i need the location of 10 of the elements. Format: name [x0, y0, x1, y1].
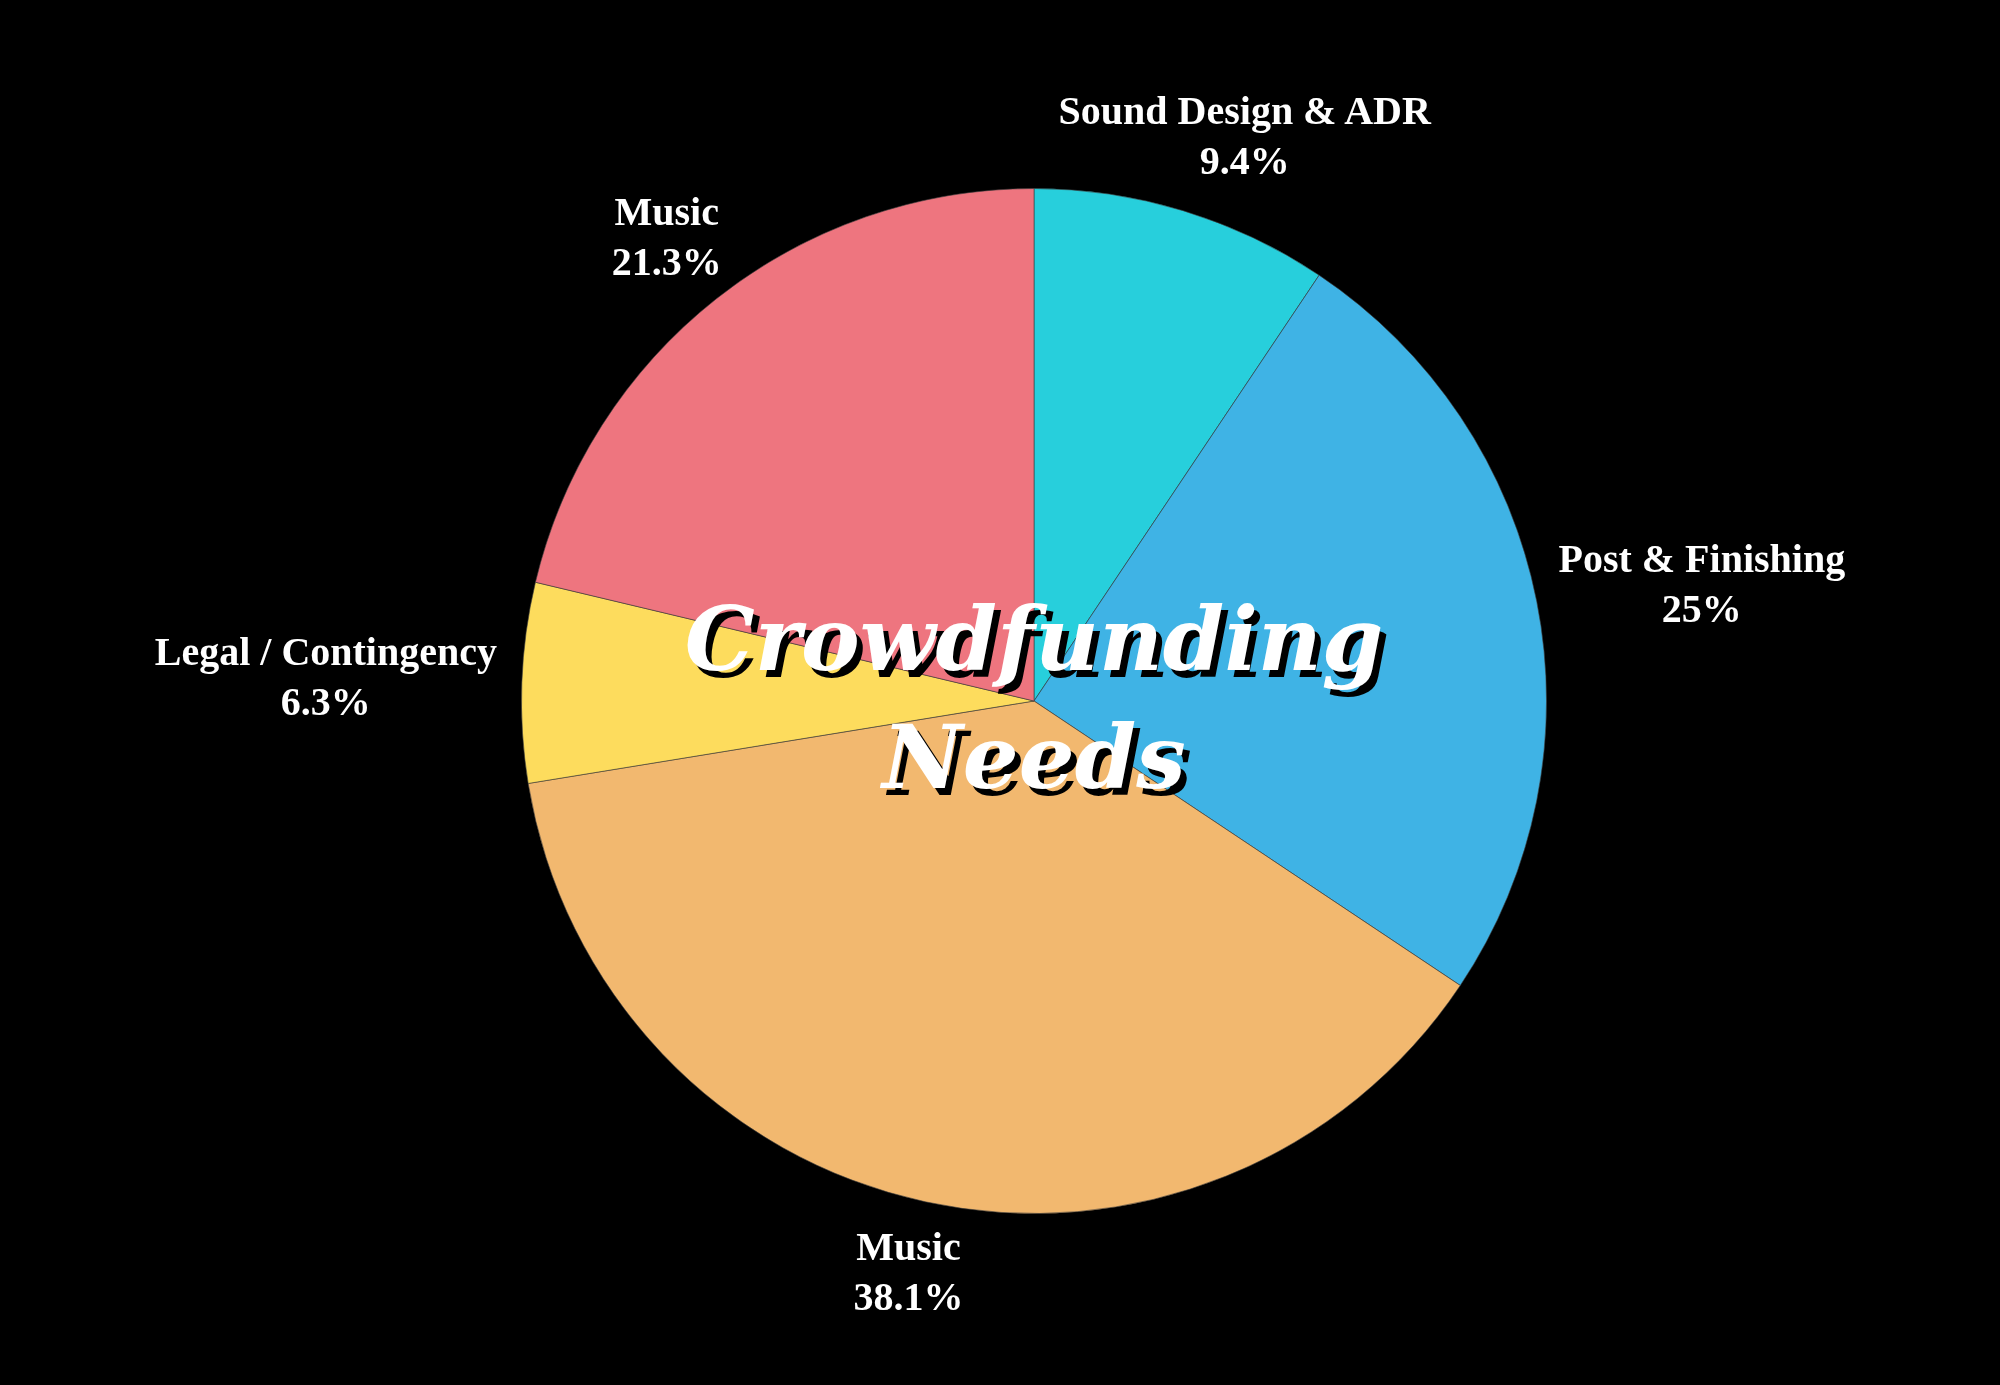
- data-label: 9.4%: [1199, 138, 1290, 184]
- slice-label: Sound Design & ADR: [1058, 88, 1432, 134]
- data-label: 38.1%: [853, 1274, 964, 1320]
- slice-label: Music: [614, 189, 719, 235]
- data-label: 6.3%: [280, 679, 371, 725]
- data-label: 21.3%: [611, 239, 722, 285]
- slice-label: Music: [856, 1224, 961, 1270]
- slice-label: Legal / Contingency: [154, 629, 497, 675]
- slice-label: Post & Finishing: [1558, 535, 1846, 581]
- data-label: 25%: [1661, 585, 1742, 631]
